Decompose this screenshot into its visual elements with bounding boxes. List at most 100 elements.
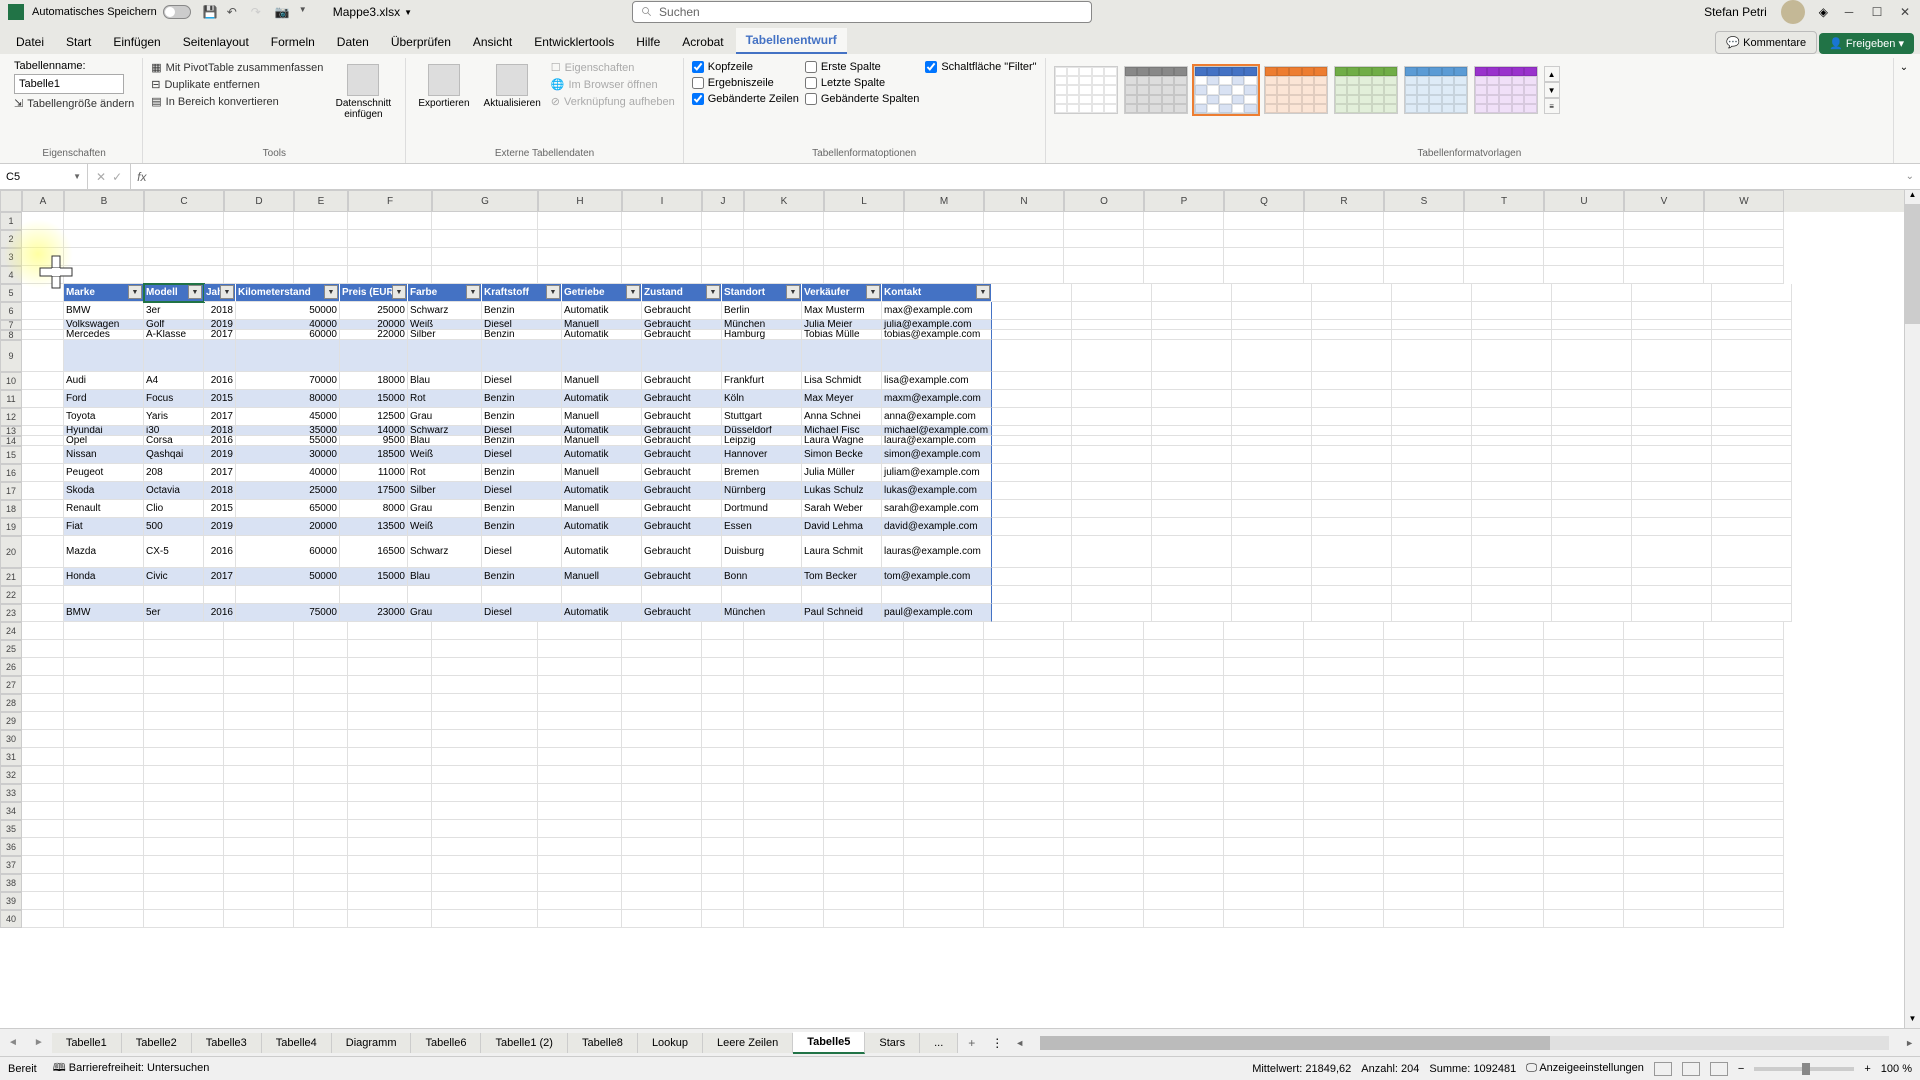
column-header[interactable]: U: [1544, 190, 1624, 212]
cell[interactable]: [1064, 266, 1144, 284]
cell[interactable]: [1064, 856, 1144, 874]
cell[interactable]: 55000: [236, 436, 340, 446]
cell[interactable]: [22, 586, 64, 604]
cell[interactable]: [64, 586, 144, 604]
cell[interactable]: Düsseldorf: [722, 426, 802, 436]
cell[interactable]: [984, 820, 1064, 838]
cell[interactable]: [482, 340, 562, 372]
cell[interactable]: [702, 658, 744, 676]
cell[interactable]: Modell▼: [144, 284, 204, 302]
cell[interactable]: [538, 622, 622, 640]
maximize-button[interactable]: ☐: [1870, 5, 1884, 19]
cell[interactable]: [984, 712, 1064, 730]
cell[interactable]: [1072, 464, 1152, 482]
cell[interactable]: [1144, 784, 1224, 802]
cell[interactable]: [22, 518, 64, 536]
cell[interactable]: Benzin: [482, 500, 562, 518]
page-layout-view-button[interactable]: [1682, 1062, 1700, 1076]
cell[interactable]: [744, 676, 824, 694]
cell[interactable]: [622, 266, 702, 284]
cell[interactable]: [22, 464, 64, 482]
cell[interactable]: [1224, 712, 1304, 730]
cell[interactable]: 2019: [204, 518, 236, 536]
cell[interactable]: BMW: [64, 604, 144, 622]
cell[interactable]: [1392, 302, 1472, 320]
cell[interactable]: [432, 730, 538, 748]
cell[interactable]: Dortmund: [722, 500, 802, 518]
select-all-corner[interactable]: [0, 190, 22, 212]
cell[interactable]: [992, 604, 1072, 622]
row-header[interactable]: 6: [0, 302, 22, 320]
cell[interactable]: [294, 212, 348, 230]
cell[interactable]: [538, 784, 622, 802]
cell[interactable]: [22, 694, 64, 712]
cell[interactable]: [1384, 694, 1464, 712]
cell[interactable]: Paul Schneid: [802, 604, 882, 622]
cell[interactable]: [1144, 892, 1224, 910]
cell[interactable]: [1464, 694, 1544, 712]
cell[interactable]: [432, 676, 538, 694]
cell[interactable]: [408, 340, 482, 372]
cell[interactable]: [1064, 730, 1144, 748]
ribbon-tab-datei[interactable]: Datei: [6, 30, 54, 54]
cell[interactable]: [224, 230, 294, 248]
cell[interactable]: [824, 838, 904, 856]
cell[interactable]: 15000: [340, 568, 408, 586]
cell[interactable]: [984, 766, 1064, 784]
cell[interactable]: [1472, 302, 1552, 320]
cell[interactable]: Automatik: [562, 604, 642, 622]
cell[interactable]: [1144, 248, 1224, 266]
cell[interactable]: [1224, 230, 1304, 248]
cell[interactable]: [1224, 802, 1304, 820]
cell[interactable]: [22, 500, 64, 518]
cell[interactable]: [992, 320, 1072, 330]
cell[interactable]: [1712, 464, 1792, 482]
cell[interactable]: [64, 748, 144, 766]
cell[interactable]: [1064, 784, 1144, 802]
cell[interactable]: 2017: [204, 330, 236, 340]
cell[interactable]: Nürnberg: [722, 482, 802, 500]
cell[interactable]: [1552, 586, 1632, 604]
cell[interactable]: [432, 784, 538, 802]
cell[interactable]: [1224, 784, 1304, 802]
cell[interactable]: 208: [144, 464, 204, 482]
cell[interactable]: [722, 340, 802, 372]
cell[interactable]: [64, 784, 144, 802]
cell[interactable]: [1624, 640, 1704, 658]
cell[interactable]: [1312, 330, 1392, 340]
cell[interactable]: [824, 874, 904, 892]
cell[interactable]: [22, 640, 64, 658]
cell[interactable]: [408, 586, 482, 604]
cell[interactable]: Gebraucht: [642, 320, 722, 330]
cell[interactable]: [1464, 658, 1544, 676]
column-header[interactable]: C: [144, 190, 224, 212]
cell[interactable]: [538, 712, 622, 730]
cell[interactable]: [1312, 604, 1392, 622]
ribbon-tab-einfügen[interactable]: Einfügen: [103, 30, 170, 54]
cell[interactable]: [340, 340, 408, 372]
cell[interactable]: max@example.com: [882, 302, 992, 320]
cell[interactable]: [1552, 320, 1632, 330]
first-col-checkbox[interactable]: Erste Spalte: [805, 60, 919, 74]
cell[interactable]: Octavia: [144, 482, 204, 500]
cell[interactable]: [1392, 408, 1472, 426]
cell[interactable]: [1704, 658, 1784, 676]
cell[interactable]: Automatik: [562, 446, 642, 464]
cell[interactable]: [1392, 426, 1472, 436]
cell[interactable]: [992, 302, 1072, 320]
cell[interactable]: 80000: [236, 390, 340, 408]
cell[interactable]: Tobias Mülle: [802, 330, 882, 340]
cell[interactable]: [1224, 694, 1304, 712]
cell[interactable]: [144, 874, 224, 892]
cell[interactable]: [1624, 266, 1704, 284]
cell[interactable]: sarah@example.com: [882, 500, 992, 518]
cell[interactable]: [224, 766, 294, 784]
cell[interactable]: [744, 712, 824, 730]
ribbon-tab-daten[interactable]: Daten: [327, 30, 379, 54]
cell[interactable]: [64, 766, 144, 784]
cell[interactable]: tom@example.com: [882, 568, 992, 586]
cell[interactable]: [432, 712, 538, 730]
cell[interactable]: [294, 766, 348, 784]
cell[interactable]: [1712, 436, 1792, 446]
cell[interactable]: [622, 658, 702, 676]
